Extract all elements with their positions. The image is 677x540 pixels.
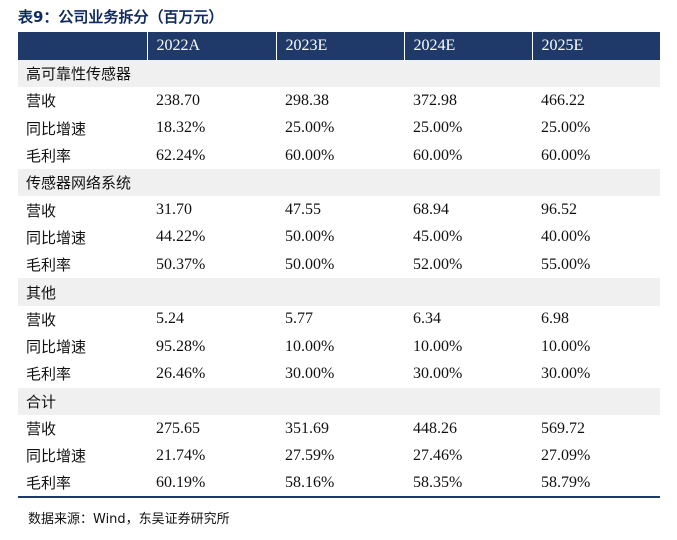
cell-value: 50.00% <box>285 255 335 273</box>
cell-value: 25.00% <box>285 119 335 137</box>
cell-value: 44.22% <box>156 228 206 246</box>
cell-value: 62.24% <box>156 146 206 164</box>
cell-value: 95.28% <box>156 337 206 355</box>
table-header: 2022A 2023E 2024E 2025E <box>18 32 660 60</box>
row-label: 同比增速 <box>26 228 87 247</box>
section-title: 传感器网络系统 <box>18 169 660 197</box>
cell-value: 5.24 <box>156 310 184 328</box>
table-row: 同比增速 21.74% 27.59% 27.46% 27.09% <box>18 442 660 469</box>
cell-value: 96.52 <box>541 201 577 219</box>
cell-value: 30.00% <box>541 364 591 382</box>
business-breakdown-table: 2022A 2023E 2024E 2025E 高可靠性传感器 营收 238.7… <box>18 32 660 498</box>
section-row: 高可靠性传感器 <box>18 60 660 88</box>
cell-value: 60.00% <box>413 146 463 164</box>
row-label: 营收 <box>26 310 57 329</box>
cell-value: 569.72 <box>541 419 585 437</box>
cell-value: 60.00% <box>285 146 335 164</box>
cell-value: 10.00% <box>541 337 591 355</box>
cell-value: 58.35% <box>404 469 532 498</box>
cell-value: 10.00% <box>285 337 335 355</box>
cell-value: 60.19% <box>147 469 276 498</box>
cell-value: 30.00% <box>413 364 463 382</box>
section-row: 其他 <box>18 278 660 306</box>
cell-value: 6.34 <box>413 310 441 328</box>
table-row: 毛利率 50.37% 50.00% 52.00% 55.00% <box>18 251 660 278</box>
cell-value: 351.69 <box>285 419 329 437</box>
cell-value: 60.00% <box>541 146 591 164</box>
table-row: 同比增速 44.22% 50.00% 45.00% 40.00% <box>18 224 660 251</box>
header-cell-2023e: 2023E <box>275 32 404 60</box>
cell-value: 21.74% <box>156 446 206 464</box>
table-body: 高可靠性传感器 营收 238.70 298.38 372.98 466.22 同… <box>18 60 660 498</box>
header-cell-2024e: 2024E <box>403 32 532 60</box>
cell-value: 448.26 <box>413 419 457 437</box>
cell-value: 6.98 <box>541 310 569 328</box>
row-label: 同比增速 <box>26 447 87 466</box>
cell-value: 25.00% <box>413 119 463 137</box>
table-caption: 表9：公司业务拆分（百万元） <box>18 8 224 26</box>
cell-value: 27.59% <box>285 446 335 464</box>
cell-value: 27.09% <box>541 446 591 464</box>
cell-value: 26.46% <box>156 364 206 382</box>
row-label: 营收 <box>26 201 57 220</box>
cell-value: 45.00% <box>413 228 463 246</box>
row-label: 毛利率 <box>26 256 72 275</box>
cell-value: 18.32% <box>156 119 206 137</box>
table-row: 毛利率 62.24% 60.00% 60.00% 60.00% <box>18 142 660 169</box>
cell-value: 31.70 <box>156 201 192 219</box>
header-cell-2025e: 2025E <box>531 32 660 60</box>
section-row: 合计 <box>18 387 660 415</box>
cell-value: 25.00% <box>541 119 591 137</box>
table-row: 毛利率 26.46% 30.00% 30.00% 30.00% <box>18 360 660 387</box>
cell-value: 30.00% <box>285 364 335 382</box>
row-label: 毛利率 <box>26 365 72 384</box>
cell-value: 5.77 <box>285 310 313 328</box>
cell-value: 55.00% <box>541 255 591 273</box>
table-row: 营收 31.70 47.55 68.94 96.52 <box>18 196 660 223</box>
cell-value: 466.22 <box>541 91 585 109</box>
data-source-note: 数据来源：Wind，东吴证券研究所 <box>28 512 230 527</box>
row-label: 营收 <box>26 420 57 438</box>
cell-value: 40.00% <box>541 228 591 246</box>
cell-value: 238.70 <box>156 91 200 109</box>
cell-value: 58.79% <box>532 469 660 498</box>
table-row: 营收 5.24 5.77 6.34 6.98 <box>18 306 660 333</box>
row-label: 毛利率 <box>26 147 72 166</box>
section-title: 高可靠性传感器 <box>18 60 660 88</box>
table-row: 营收 238.70 298.38 372.98 466.22 <box>18 87 660 114</box>
header-row: 2022A 2023E 2024E 2025E <box>18 32 660 60</box>
table-row: 同比增速 18.32% 25.00% 25.00% 25.00% <box>18 115 660 142</box>
row-label: 营收 <box>26 92 57 111</box>
cell-value: 275.65 <box>156 419 200 437</box>
section-title: 其他 <box>18 278 660 306</box>
header-cell-corner <box>18 32 147 60</box>
row-label: 同比增速 <box>26 119 87 138</box>
cell-value: 372.98 <box>413 91 457 109</box>
table-row: 同比增速 95.28% 10.00% 10.00% 10.00% <box>18 333 660 360</box>
cell-value: 50.37% <box>156 255 206 273</box>
table-row: 毛利率 60.19% 58.16% 58.35% 58.79% <box>18 469 660 498</box>
section-row: 传感器网络系统 <box>18 169 660 197</box>
cell-value: 50.00% <box>285 228 335 246</box>
cell-value: 27.46% <box>413 446 463 464</box>
section-title: 合计 <box>18 387 660 415</box>
cell-value: 47.55 <box>285 201 321 219</box>
cell-value: 298.38 <box>285 91 329 109</box>
cell-value: 52.00% <box>413 255 463 273</box>
cell-value: 68.94 <box>413 201 449 219</box>
table-row: 营收 275.65 351.69 448.26 569.72 <box>18 415 660 442</box>
header-cell-2022a: 2022A <box>146 32 276 60</box>
cell-value: 58.16% <box>276 469 404 498</box>
row-label: 同比增速 <box>26 338 87 357</box>
cell-value: 10.00% <box>413 337 463 355</box>
row-label: 毛利率 <box>18 469 147 498</box>
